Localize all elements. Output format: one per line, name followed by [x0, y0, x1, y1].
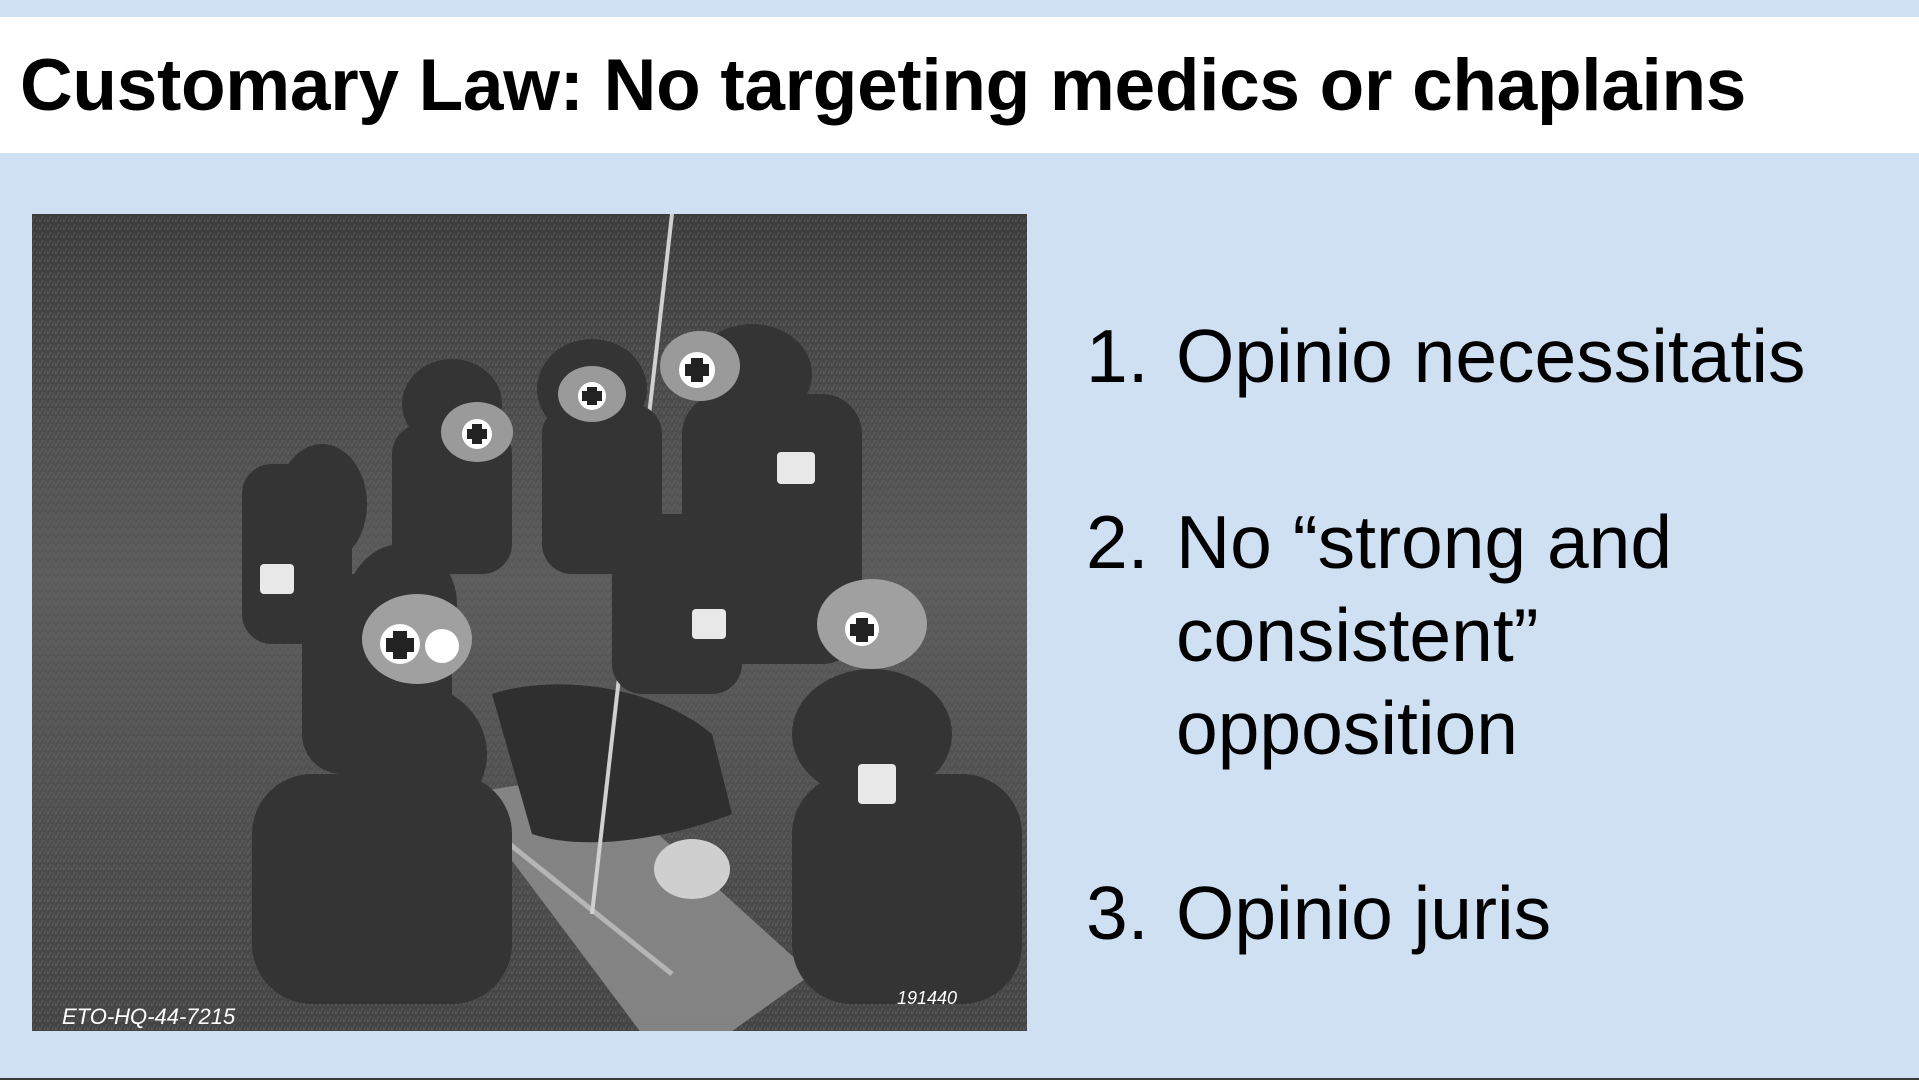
bullet-number: 1. — [1086, 314, 1149, 398]
slide-title: Customary Law: No targeting medics or ch… — [20, 44, 1747, 126]
photo-caption-left: ETO-HQ-44-7215 — [62, 1004, 236, 1029]
medics-photo-image: ETO-HQ-44-7215 191440 — [32, 214, 1027, 1031]
bullet-item-2: 2. No “strong and consistent” opposition — [1086, 496, 1672, 775]
title-bar: Customary Law: No targeting medics or ch… — [0, 17, 1919, 153]
slide-bottom-border — [0, 1078, 1919, 1080]
medics-photo: ETO-HQ-44-7215 191440 — [32, 214, 1027, 1031]
bullet-text: No “strong and consistent” opposition — [1176, 500, 1673, 770]
bullet-number: 2. — [1086, 500, 1149, 584]
bullet-item-1: 1. Opinio necessitatis — [1086, 310, 1805, 403]
bullet-item-3: 3. Opinio juris — [1086, 867, 1551, 960]
bullet-text: Opinio necessitatis — [1176, 314, 1806, 398]
photo-caption-right: 191440 — [897, 988, 957, 1008]
bullet-text: Opinio juris — [1176, 871, 1552, 955]
bullet-number: 3. — [1086, 871, 1149, 955]
